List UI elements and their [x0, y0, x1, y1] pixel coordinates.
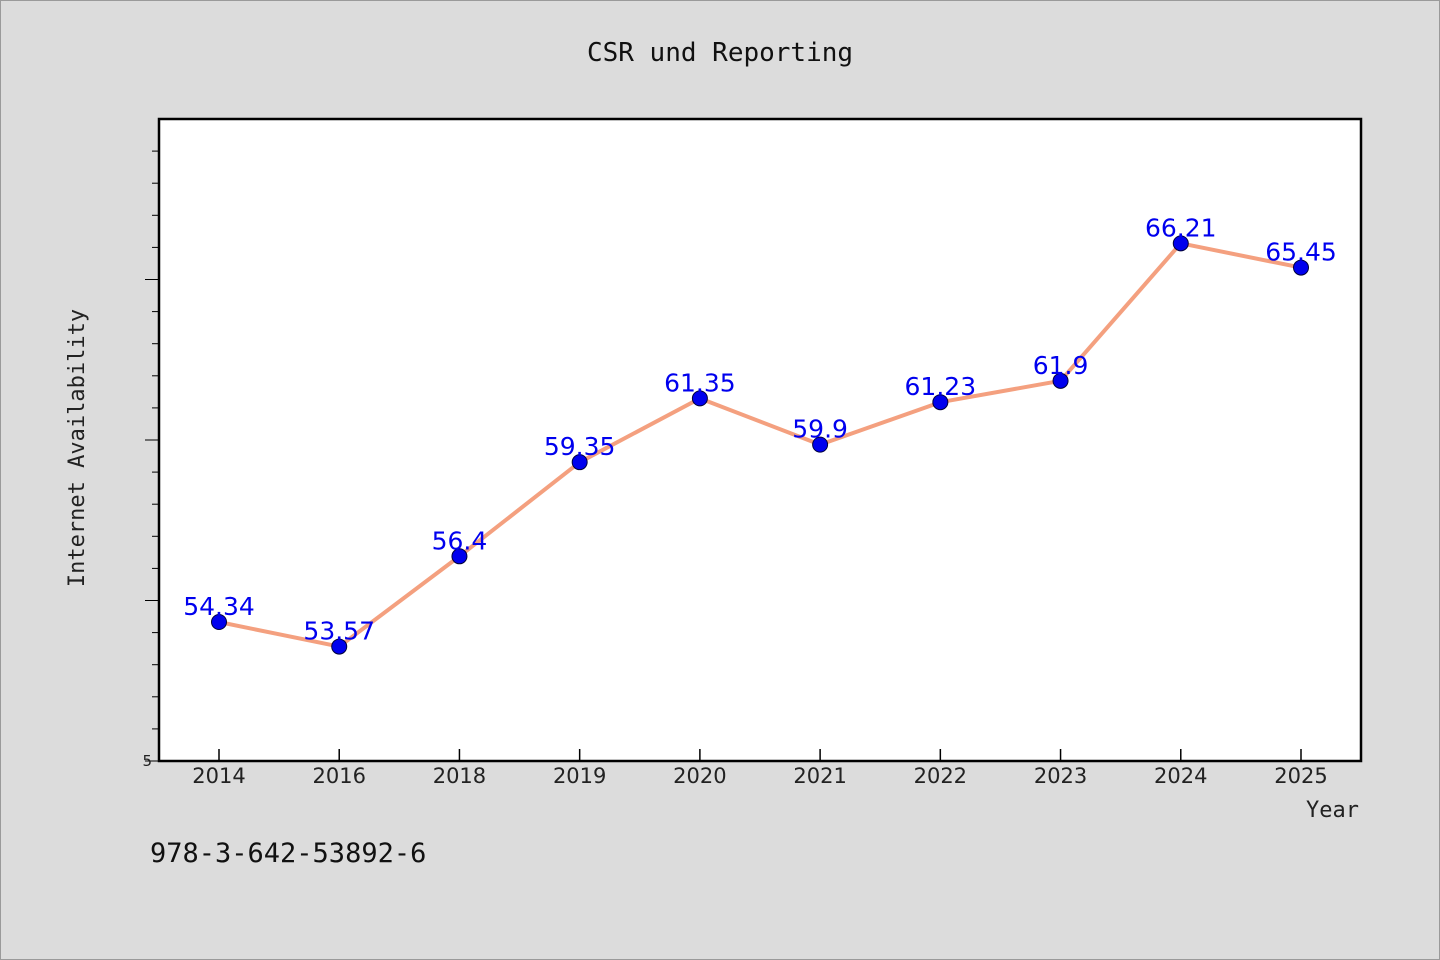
data-point-2024	[1172, 235, 1189, 252]
data-point-2020	[691, 390, 708, 407]
data-point-2014	[211, 614, 227, 630]
series-line	[218, 241, 1302, 649]
x-tick-label-2018: 2018	[433, 764, 486, 788]
data-point-2019	[571, 454, 588, 471]
data-label-2023: 61.9	[1033, 351, 1089, 380]
y-axis-ticks	[145, 150, 159, 762]
x-tick-label-2019: 2019	[553, 764, 606, 788]
data-point-2022	[932, 394, 949, 411]
y-axis-label: Internet Availability	[65, 309, 90, 587]
data-label-2022: 61.23	[905, 372, 977, 401]
isbn-text: 978-3-642-53892-6	[150, 838, 426, 869]
data-labels: 54.34 53.57 56.4 59.35 61.35 59.9 61.23 61.9 66.…	[183, 213, 1337, 645]
x-tick-label-2014: 2014	[192, 764, 245, 788]
data-point-2025	[1293, 259, 1309, 276]
x-axis-ticks: 2014 2016 2018 2019 2020 2021 2022 2023 2024 2025	[192, 749, 1328, 788]
x-tick-label-2022: 2022	[914, 764, 967, 788]
plot-area	[157, 117, 1363, 763]
data-point-2018	[451, 548, 468, 565]
data-point-2016	[331, 638, 348, 655]
data-label-2024: 66.21	[1145, 213, 1217, 242]
chart-title: CSR und Reporting	[587, 38, 853, 68]
data-label-2018: 56.4	[432, 526, 488, 555]
data-label-2025: 65.45	[1265, 238, 1337, 267]
x-axis-label: Year	[1306, 798, 1359, 823]
data-label-2016: 53.57	[303, 617, 375, 646]
data-label-2020: 61.35	[664, 368, 736, 397]
series-line-group	[218, 241, 1302, 649]
x-tick-label-2024: 2024	[1154, 764, 1207, 788]
data-label-2014: 54.34	[183, 592, 255, 621]
data-label-2019: 59.35	[544, 432, 616, 461]
data-point-2023	[1052, 372, 1069, 389]
x-tick-label-2016: 2016	[312, 764, 365, 788]
data-point-2021	[812, 436, 829, 453]
x-tick-label-2021: 2021	[793, 764, 846, 788]
data-markers	[211, 235, 1309, 655]
x-tick-label-2023: 2023	[1034, 764, 1087, 788]
x-tick-label-2025: 2025	[1274, 764, 1327, 788]
x-tick-label-2020: 2020	[673, 764, 726, 788]
data-label-2021: 59.9	[792, 415, 848, 444]
y-tick-label: 5	[142, 752, 152, 770]
